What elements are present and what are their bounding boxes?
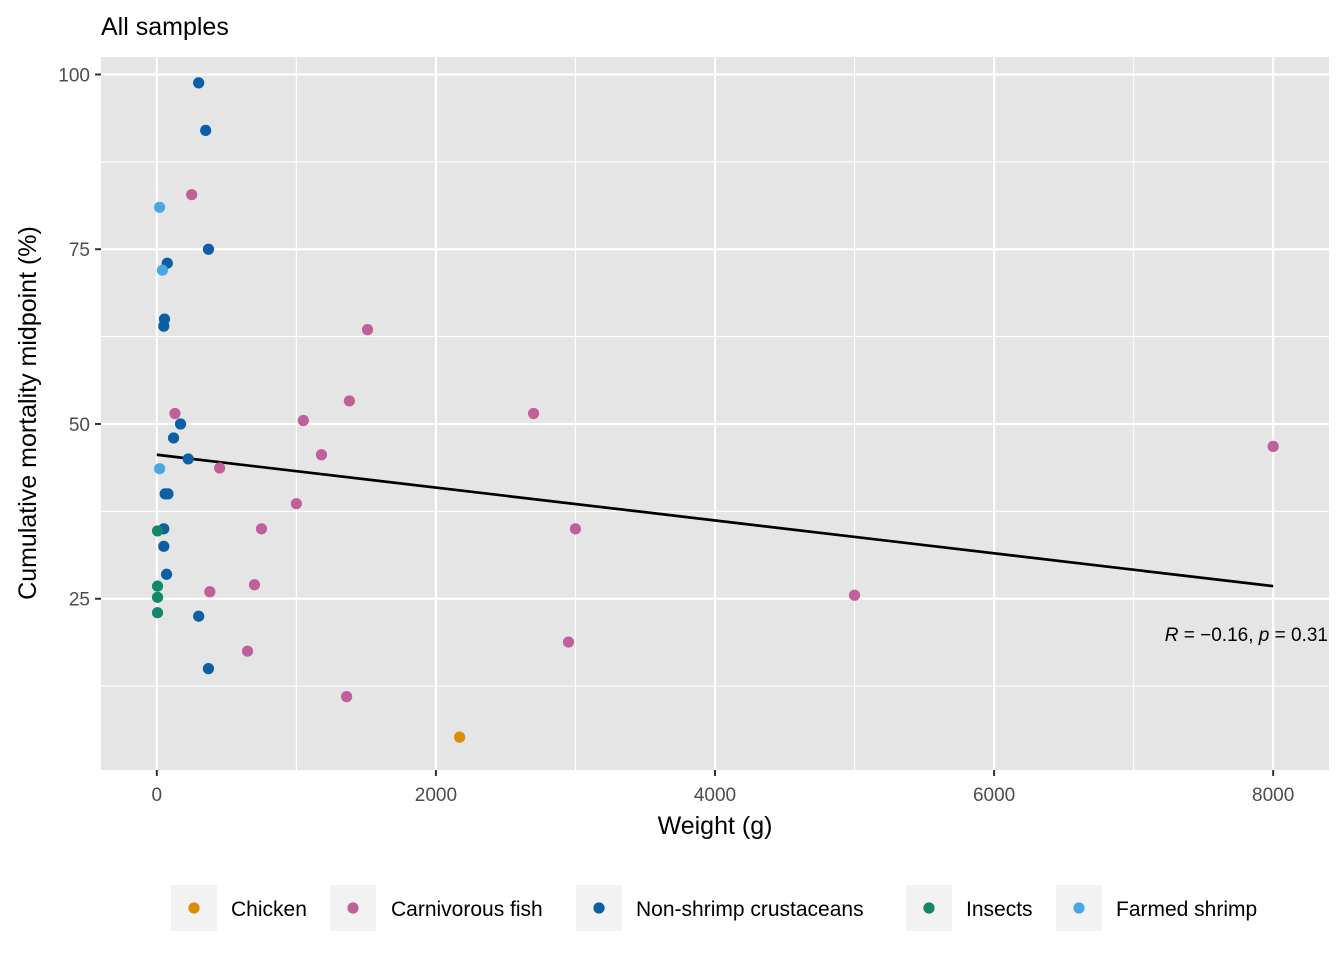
point-non-shrimp-crustaceans [193, 77, 205, 89]
point-insects [151, 580, 164, 592]
point-insects [151, 525, 164, 537]
point-insects [151, 607, 164, 619]
point-non-shrimp-crustaceans [200, 124, 212, 136]
point-carnivorous-fish [186, 189, 198, 201]
correlation-annotation: R = −0.16, p = 0.31 [1165, 625, 1328, 646]
y-axis: 25 50 75 100 [58, 65, 101, 611]
point-carnivorous-fish [204, 586, 216, 598]
p-symbol: p [1258, 625, 1270, 646]
point-non-shrimp-crustaceans [193, 610, 205, 622]
point-carnivorous-fish [290, 498, 302, 510]
point-carnivorous-fish [241, 645, 254, 657]
point-non-shrimp-crustaceans [158, 320, 170, 332]
point-carnivorous-fish [214, 462, 226, 474]
r-value: = −0.16, [1178, 625, 1258, 646]
legend-label-chicken: Chicken [231, 898, 307, 921]
legend-swatch-chicken [188, 902, 200, 914]
point-carnivorous-fish [315, 449, 328, 461]
point-carnivorous-fish [527, 407, 540, 420]
point-non-shrimp-crustaceans [174, 418, 187, 430]
major-gridlines [101, 57, 1329, 770]
data-points [151, 77, 1279, 743]
x-tick-label: 0 [152, 785, 163, 806]
point-non-shrimp-crustaceans [162, 488, 174, 500]
y-tick-label: 75 [69, 240, 90, 261]
legend-swatch-non-shrimp-crustaceans [593, 902, 605, 914]
x-tick-label: 2000 [415, 785, 457, 806]
legend-swatch-carnivorous-fish [347, 902, 359, 914]
y-tick-label: 25 [69, 590, 90, 611]
point-non-shrimp-crustaceans [202, 663, 215, 675]
point-farmed-shrimp [154, 463, 166, 475]
point-insects [151, 591, 164, 603]
legend: Chicken Carnivorous fish Non-shrimp crusta… [171, 885, 1257, 931]
point-carnivorous-fish [248, 579, 261, 591]
legend-label-insects: Insects [966, 898, 1033, 921]
point-non-shrimp-crustaceans [167, 432, 180, 444]
x-tick-label: 8000 [1252, 785, 1294, 806]
legend-swatch-insects [923, 902, 935, 914]
trend-line [156, 453, 1274, 588]
legend-label-carnivorous-fish: Carnivorous fish [391, 898, 543, 921]
point-carnivorous-fish [848, 589, 861, 601]
r-symbol: R [1165, 625, 1179, 646]
point-carnivorous-fish [255, 523, 268, 535]
point-non-shrimp-crustaceans [160, 568, 173, 580]
point-carnivorous-fish [297, 414, 309, 427]
p-value: = 0.31 [1269, 625, 1328, 646]
x-tick-label: 4000 [694, 785, 736, 806]
point-farmed-shrimp [154, 201, 166, 213]
trend-line-group [156, 453, 1274, 588]
x-axis-title: Weight (g) [658, 812, 773, 840]
point-carnivorous-fish [569, 523, 582, 535]
point-carnivorous-fish [562, 636, 575, 648]
point-chicken [454, 731, 466, 743]
point-carnivorous-fish [343, 395, 355, 407]
point-non-shrimp-crustaceans [182, 453, 194, 465]
x-axis: 0 2000 4000 6000 8000 [152, 770, 1294, 806]
y-axis-title: Cumulative mortality midpoint (%) [14, 226, 42, 600]
point-farmed-shrimp [156, 264, 168, 276]
point-non-shrimp-crustaceans [202, 243, 215, 255]
y-tick-label: 100 [58, 65, 90, 86]
point-carnivorous-fish [361, 324, 374, 336]
point-carnivorous-fish [1267, 440, 1279, 452]
point-carnivorous-fish [169, 407, 181, 420]
point-non-shrimp-crustaceans [158, 540, 170, 552]
legend-label-non-shrimp-crustaceans: Non-shrimp crustaceans [636, 898, 864, 921]
y-tick-label: 50 [69, 415, 90, 436]
x-tick-label: 6000 [973, 785, 1015, 806]
legend-label-farmed-shrimp: Farmed shrimp [1116, 898, 1257, 921]
legend-swatch-farmed-shrimp [1073, 902, 1085, 914]
point-carnivorous-fish [341, 691, 353, 703]
chart-title: All samples [101, 13, 229, 41]
